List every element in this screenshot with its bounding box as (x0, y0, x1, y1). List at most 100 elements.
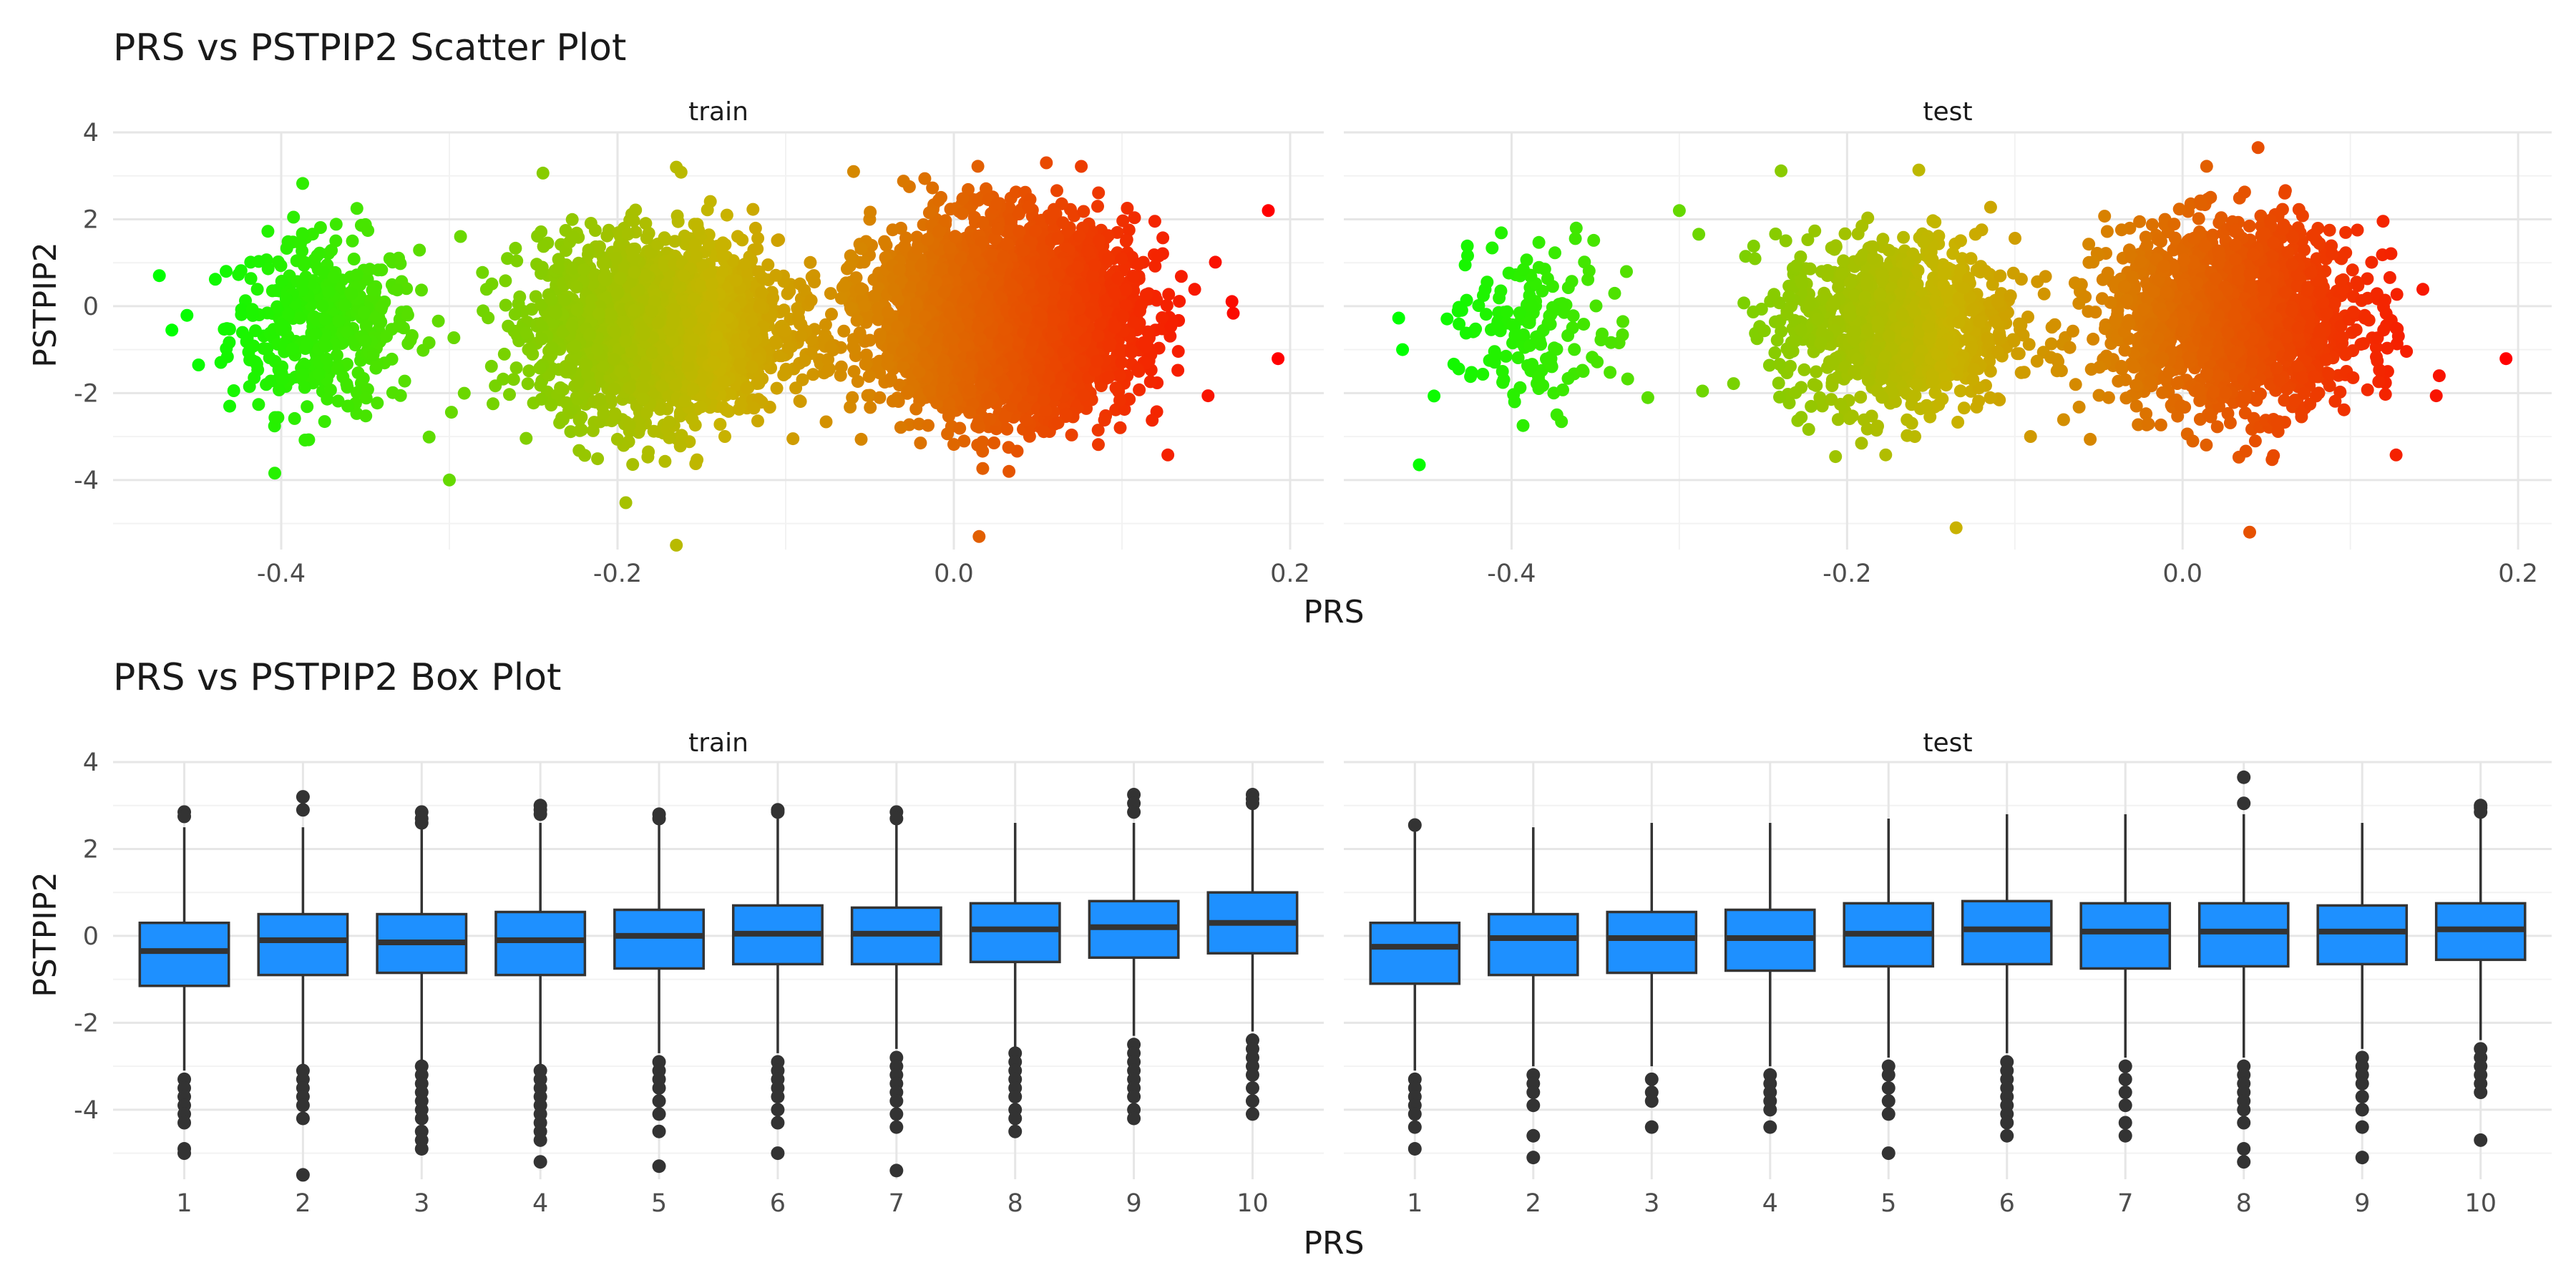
scatter-point (298, 255, 312, 269)
scatter-point (717, 375, 731, 389)
scatter-point (747, 401, 761, 415)
scatter-point (766, 291, 780, 305)
scatter-point (746, 335, 760, 348)
scatter-point (695, 344, 708, 358)
scatter-point (296, 274, 309, 288)
scatter-point (637, 327, 650, 341)
scatter-point (861, 389, 874, 402)
scatter-point (727, 301, 741, 314)
scatter-point (658, 259, 671, 273)
scatter-point (550, 306, 562, 320)
scatter-point (249, 355, 262, 369)
scatter-point (524, 342, 537, 356)
scatter-point (854, 242, 868, 255)
scatter-point (242, 346, 255, 359)
scatter-point (261, 225, 275, 238)
scatter-point (521, 377, 535, 391)
scatter-point (346, 234, 359, 248)
x-tick-label: -0.4 (257, 560, 306, 588)
scatter-point (565, 318, 579, 332)
scatter-point (628, 303, 641, 317)
scatter-point (610, 432, 624, 446)
scatter-point (510, 254, 524, 268)
scatter-point (341, 399, 355, 413)
scatter-point (779, 324, 792, 338)
scatter-point (748, 221, 762, 235)
scatter-point (794, 329, 808, 343)
scatter-point (180, 308, 194, 322)
scatter-point (694, 279, 708, 293)
scatter-point (535, 260, 549, 274)
scatter-point (886, 223, 899, 237)
scatter-point (537, 240, 550, 253)
scatter-point (599, 257, 613, 270)
scatter-point (280, 242, 293, 255)
scatter-point (777, 368, 791, 381)
scatter-point (479, 283, 493, 296)
scatter-point (318, 328, 332, 341)
scatter-point (293, 311, 307, 325)
scatter-point (821, 364, 835, 378)
scatter-point (701, 203, 714, 217)
scatter-point (707, 355, 721, 369)
scatter-point (375, 300, 389, 313)
scatter-point (554, 381, 567, 394)
scatter-point (1113, 421, 1127, 434)
scatter-point (192, 358, 205, 371)
scatter-point (306, 228, 319, 241)
scatter-point (250, 283, 264, 296)
scatter-point (1225, 295, 1239, 308)
scatter-point (447, 331, 461, 344)
scatter-point (586, 424, 600, 437)
scatter-point (509, 361, 523, 375)
scatter-point (666, 317, 680, 331)
scatter-point (873, 391, 887, 404)
scatter-point (345, 287, 358, 301)
scatter-point (706, 288, 718, 302)
scatter-point (359, 391, 373, 405)
scatter-point (746, 314, 758, 328)
scatter-point (535, 225, 548, 238)
scatter-point (223, 399, 236, 413)
scatter-point (329, 234, 343, 248)
scatter-point (1201, 389, 1215, 403)
scatter-point (240, 331, 254, 345)
scatter-point (770, 336, 784, 350)
scatter-point (288, 411, 301, 425)
scatter-point (152, 269, 166, 283)
x-tick-label: 0.0 (934, 560, 974, 588)
scatter-point (358, 334, 372, 348)
scatter-point (338, 298, 351, 312)
scatter-point (864, 401, 877, 414)
scatter-point (592, 307, 605, 321)
scatter-point (361, 224, 375, 238)
scatter-point (731, 230, 744, 243)
scatter-point (577, 263, 590, 276)
scatter-point (570, 280, 583, 294)
scatter-point (248, 371, 261, 384)
scatter-point (293, 237, 307, 250)
scatter-point (729, 274, 743, 287)
scatter-point (696, 374, 710, 387)
scatter-point (625, 244, 639, 258)
scatter-point (819, 415, 833, 429)
scatter-point (673, 439, 687, 453)
scatter-point (678, 394, 692, 408)
scatter-point (789, 381, 803, 395)
scatter-point (223, 336, 236, 349)
scatter-point (359, 409, 373, 423)
scatter-point (857, 255, 871, 269)
scatter-point (637, 381, 650, 394)
scatter-point (361, 273, 374, 286)
scatter-point (733, 357, 747, 371)
scatter-point (1161, 448, 1175, 462)
scatter-point (726, 254, 740, 268)
scatter-point (738, 258, 751, 271)
scatter-point (404, 333, 417, 347)
scatter-point (332, 314, 346, 328)
scatter-point (507, 373, 520, 386)
scatter-point (573, 424, 587, 437)
scatter-point (383, 252, 396, 265)
scatter-point (686, 412, 699, 426)
